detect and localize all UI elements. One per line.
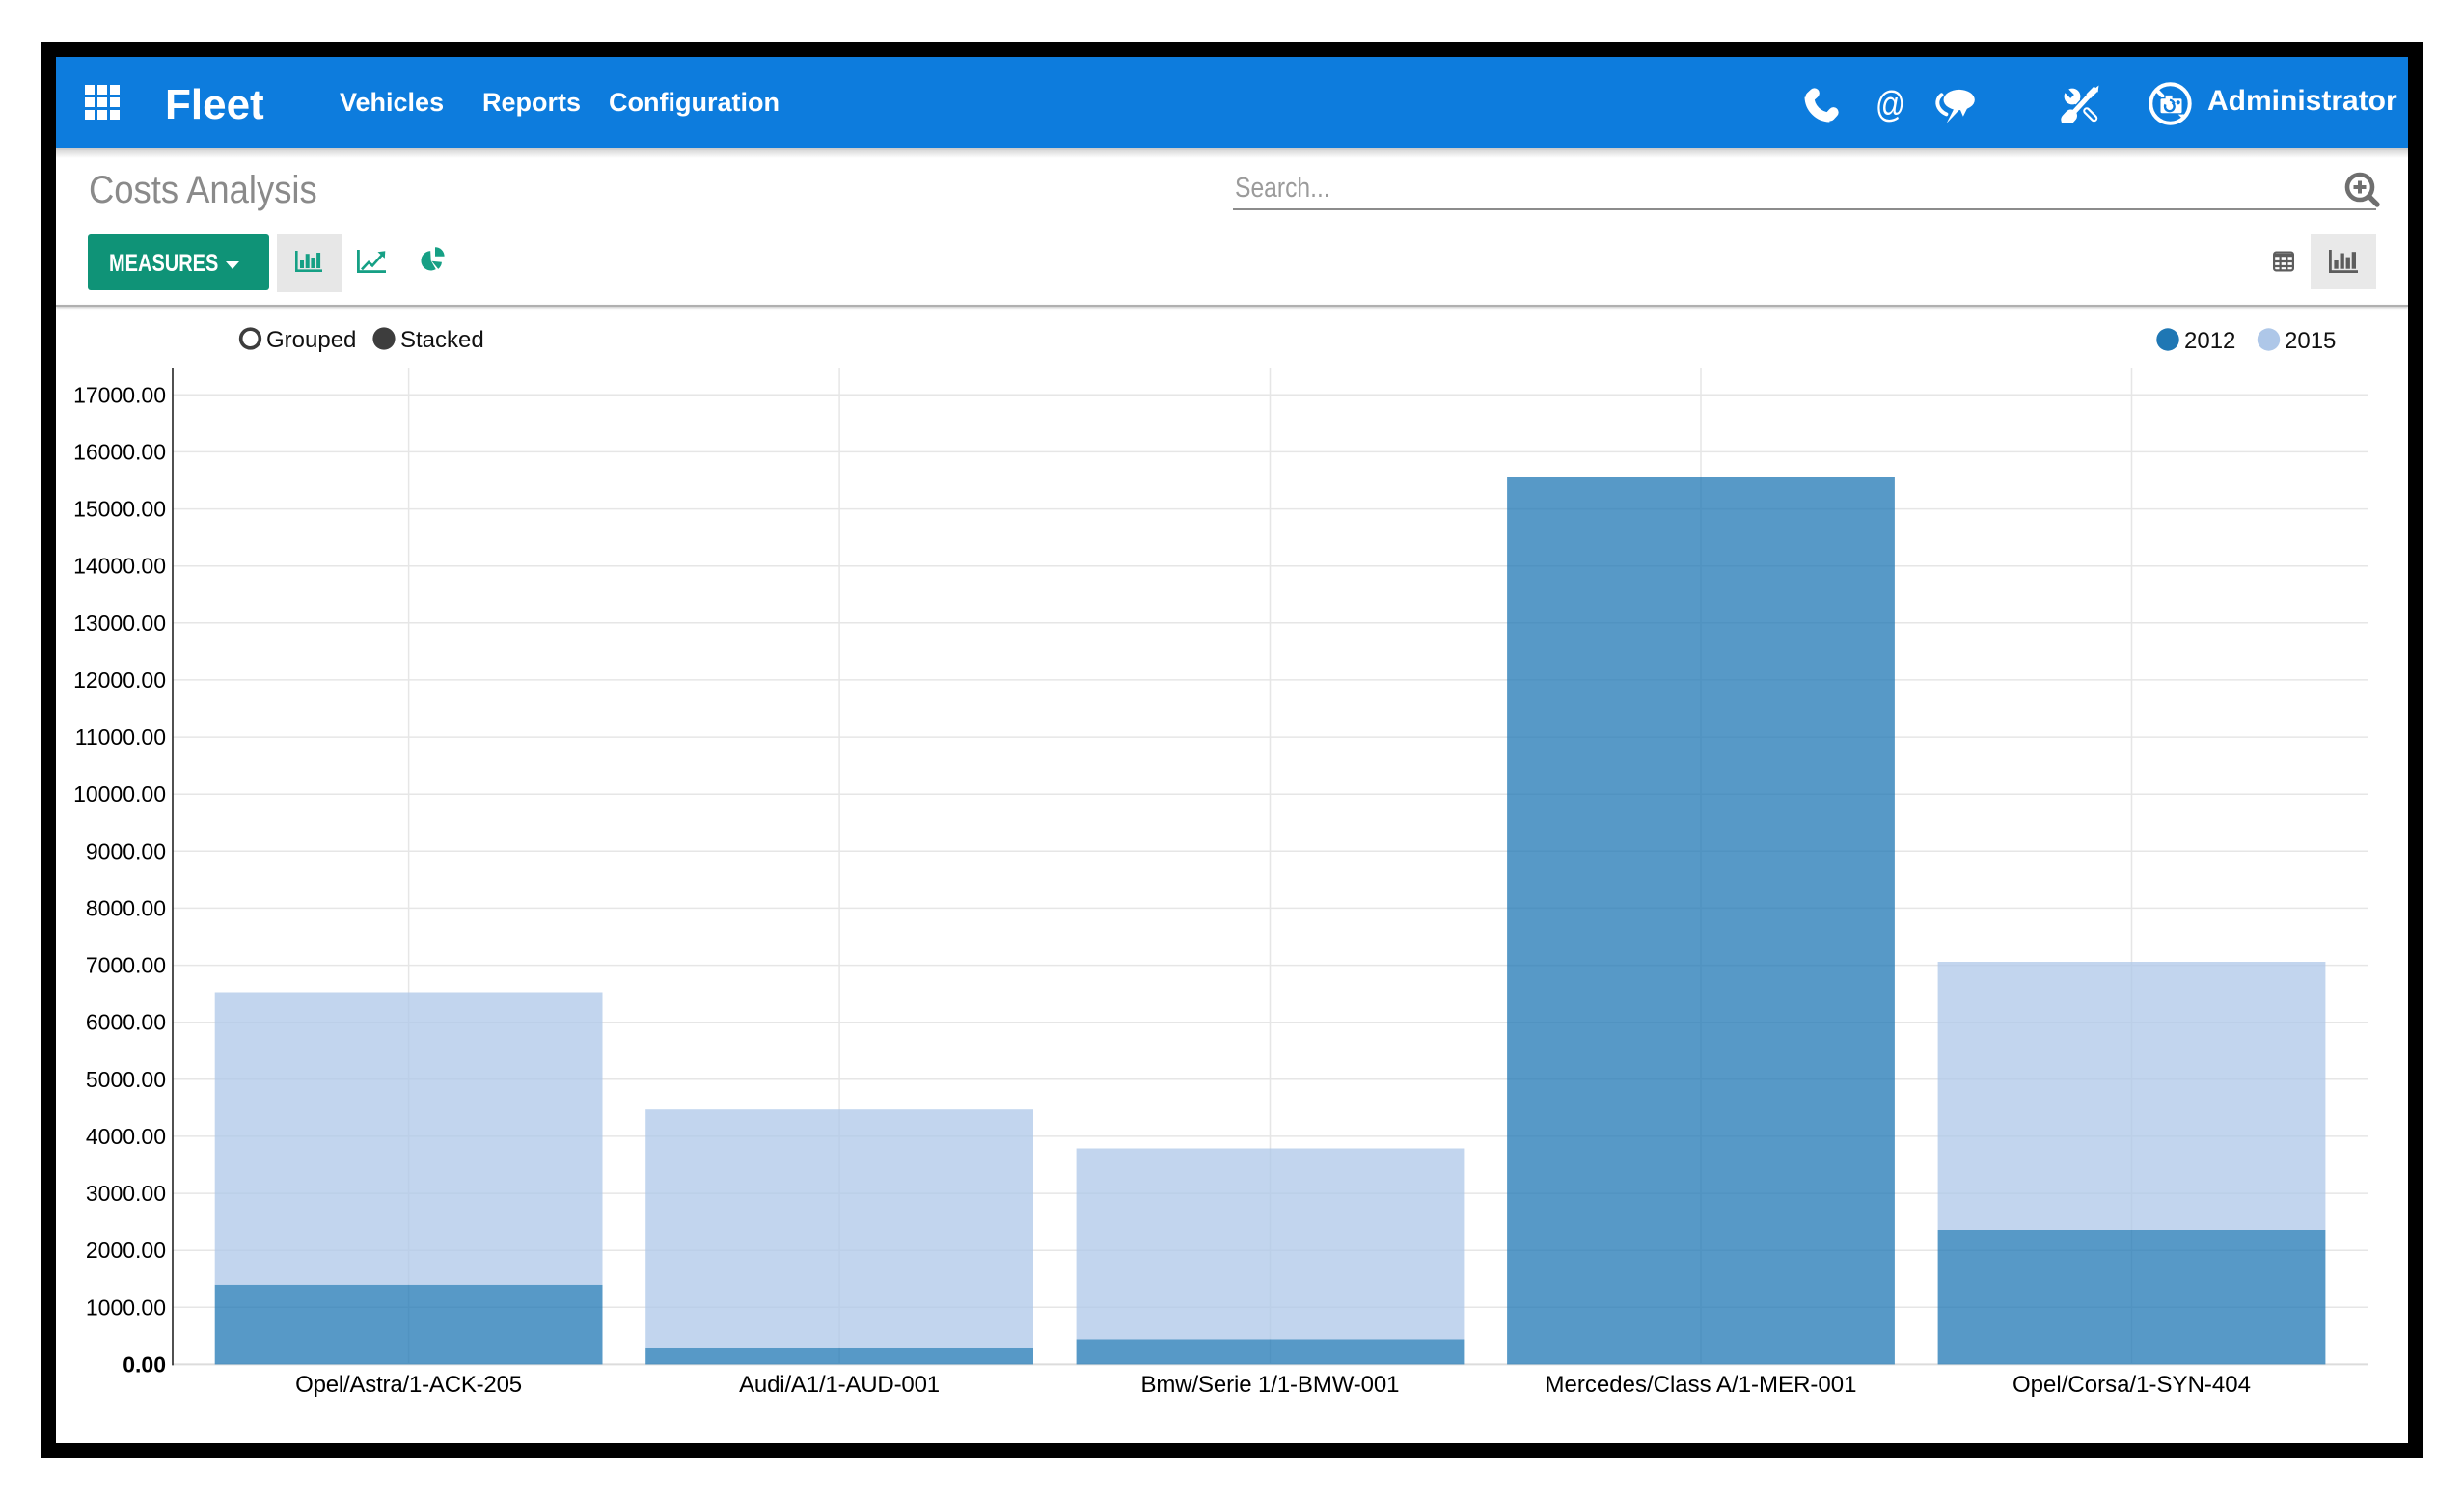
svg-text:15000.00: 15000.00 [73, 497, 166, 522]
svg-text:3000.00: 3000.00 [86, 1181, 166, 1206]
svg-text:4000.00: 4000.00 [86, 1124, 166, 1149]
svg-text:2000.00: 2000.00 [86, 1238, 166, 1263]
svg-text:14000.00: 14000.00 [73, 554, 166, 579]
svg-text:Stacked: Stacked [400, 327, 484, 353]
svg-text:Opel/Astra/1-ACK-205: Opel/Astra/1-ACK-205 [295, 1372, 522, 1398]
svg-text:8000.00: 8000.00 [86, 895, 166, 920]
svg-text:0.00: 0.00 [123, 1351, 166, 1377]
svg-text:16000.00: 16000.00 [73, 439, 166, 464]
svg-text:17000.00: 17000.00 [73, 382, 166, 407]
svg-text:Audi/A1/1-AUD-001: Audi/A1/1-AUD-001 [739, 1372, 940, 1398]
svg-text:6000.00: 6000.00 [86, 1010, 166, 1035]
svg-text:7000.00: 7000.00 [86, 953, 166, 978]
svg-text:1000.00: 1000.00 [86, 1295, 166, 1320]
svg-text:Opel/Corsa/1-SYN-404: Opel/Corsa/1-SYN-404 [2012, 1372, 2251, 1398]
svg-text:9000.00: 9000.00 [86, 838, 166, 863]
svg-text:13000.00: 13000.00 [73, 611, 166, 636]
svg-text:11000.00: 11000.00 [75, 724, 166, 750]
svg-text:Mercedes/Class A/1-MER-001: Mercedes/Class A/1-MER-001 [1546, 1372, 1857, 1398]
svg-text:5000.00: 5000.00 [86, 1067, 166, 1092]
svg-text:2012: 2012 [2184, 328, 2235, 354]
svg-text:Bmw/Serie 1/1-BMW-001: Bmw/Serie 1/1-BMW-001 [1141, 1372, 1400, 1398]
svg-text:Grouped: Grouped [266, 327, 356, 353]
svg-text:12000.00: 12000.00 [73, 668, 166, 693]
svg-text:2015: 2015 [2285, 328, 2336, 354]
svg-text:10000.00: 10000.00 [73, 781, 166, 806]
